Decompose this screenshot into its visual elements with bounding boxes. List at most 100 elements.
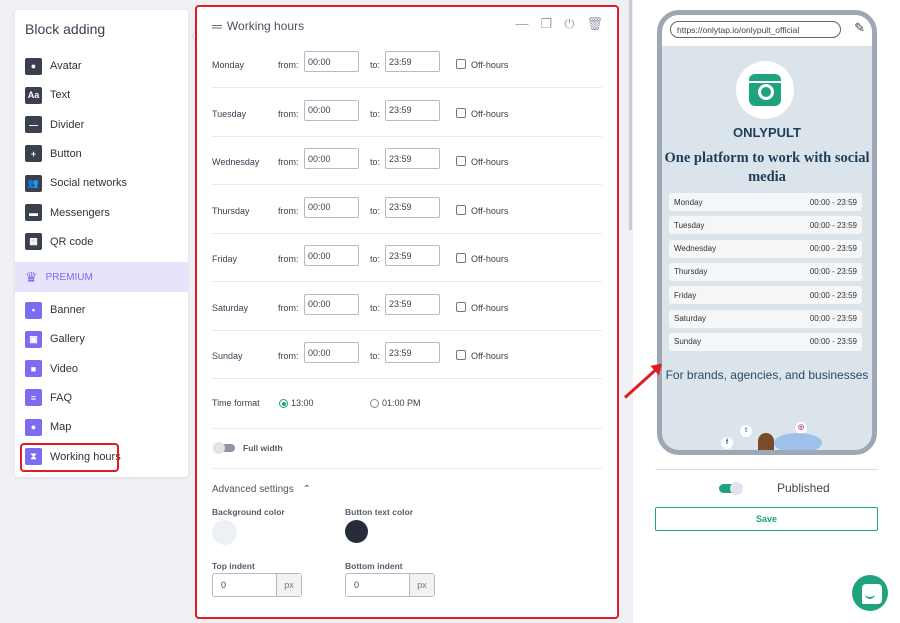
drag-handle-icon[interactable]: ═ <box>212 18 222 34</box>
block-item-users[interactable]: 👥 Social networks <box>25 172 127 194</box>
block-item-gallery[interactable]: ▣ Gallery <box>25 328 85 350</box>
scrollbar[interactable] <box>629 0 632 230</box>
block-adding-panel: Block adding ‹ ●AvatarAaText—Divider+But… <box>15 10 208 477</box>
btn-text-color-label: Button text color <box>345 507 413 517</box>
to-input[interactable] <box>385 342 440 363</box>
block-item-text[interactable]: Aa Text <box>25 84 70 106</box>
instagram-logo <box>736 61 794 119</box>
radio-24h[interactable]: 13:00 <box>279 398 314 409</box>
hours-row: Thursday 00:00 - 23:59 <box>669 262 862 281</box>
block-item-list[interactable]: ≡ FAQ <box>25 387 72 409</box>
facebook-icon: f <box>721 437 733 449</box>
to-input[interactable] <box>385 245 440 266</box>
day-label: Wednesday <box>212 157 260 167</box>
minimize-icon[interactable]: — <box>515 16 529 31</box>
block-title: ═ Working hours <box>212 18 304 34</box>
day-label: Saturday <box>212 302 249 313</box>
hours-row: Tuesday 00:00 - 23:59 <box>669 216 862 235</box>
block-item-hourglass[interactable]: ⧗ Working hours <box>25 446 121 468</box>
block-item-image[interactable]: ▪ Banner <box>25 299 85 321</box>
day-label: Monday <box>212 60 245 70</box>
btn-text-color-swatch[interactable] <box>345 520 368 543</box>
panel-title: Block adding <box>25 21 106 37</box>
from-input[interactable] <box>304 245 359 266</box>
to-input[interactable] <box>385 51 440 72</box>
hours-row: Wednesday 00:00 - 23:59 <box>669 239 862 258</box>
published-toggle[interactable]: Published <box>719 481 830 495</box>
working-hours-editor: ═ Working hours — ❐ ⏻ 🗑 Mondayfrom:to:Off… <box>195 5 619 619</box>
to-input[interactable] <box>385 293 440 315</box>
top-indent-label: Top indent <box>212 561 255 571</box>
button-icon: + <box>25 145 42 163</box>
to-input[interactable] <box>385 148 440 169</box>
from-input[interactable] <box>304 51 359 72</box>
trash-icon[interactable]: 🗑 <box>586 16 603 31</box>
block-title-text: Working hours <box>226 19 305 33</box>
from-input[interactable] <box>304 293 359 315</box>
map-pin-icon: ● <box>25 418 42 436</box>
copy-icon[interactable]: ❐ <box>540 16 553 31</box>
premium-label: PREMIUM <box>45 271 93 283</box>
hours-row: Saturday 00:00 - 23:59 <box>669 309 862 328</box>
hourglass-icon: ⧗ <box>25 448 42 465</box>
image-icon: ▪ <box>25 301 42 319</box>
day-label: Friday <box>212 254 238 264</box>
hours-row: Monday 00:00 - 23:59 <box>669 193 862 211</box>
day-label: Sunday <box>212 351 243 361</box>
day-label: Thursday <box>212 205 250 216</box>
top-indent-input[interactable]: 0 px <box>212 573 302 597</box>
radio-12h[interactable]: 01:00 PM <box>370 398 421 409</box>
block-item-chat[interactable]: ▬ Messengers <box>25 202 110 224</box>
off-hours-checkbox[interactable] <box>456 156 466 166</box>
url-field[interactable]: https://onlytap.io/onlypult_official <box>670 21 841 38</box>
off-hours-checkbox[interactable] <box>456 253 466 263</box>
to-input[interactable] <box>385 99 440 121</box>
users-icon: 👥 <box>25 174 42 192</box>
block-item-button[interactable]: + Button <box>25 143 82 165</box>
bg-color-label: Background color <box>212 507 285 517</box>
time-format-row: Time format 13:00 01:00 PM <box>212 398 602 446</box>
divider-icon: — <box>25 116 42 134</box>
chevron-up-icon: ⌃ <box>302 484 311 495</box>
crown-icon: ♛ <box>25 268 38 285</box>
illustration <box>774 433 822 450</box>
off-hours-checkbox[interactable] <box>456 107 466 118</box>
chat-icon: ▬ <box>25 204 42 221</box>
off-hours-checkbox[interactable] <box>456 301 466 312</box>
to-input[interactable] <box>385 196 440 218</box>
save-button[interactable]: Save <box>655 507 878 531</box>
video-icon: ■ <box>25 360 42 378</box>
pencil-icon[interactable]: ✎ <box>854 20 865 35</box>
full-width-toggle[interactable] <box>213 442 235 454</box>
power-icon[interactable]: ⏻ <box>564 16 575 31</box>
from-input[interactable] <box>304 196 359 218</box>
block-item-avatar[interactable]: ● Avatar <box>25 55 82 77</box>
off-hours-checkbox[interactable] <box>456 204 466 215</box>
twitter-icon: t <box>740 425 752 437</box>
chat-support-icon[interactable] <box>852 575 888 611</box>
list-icon: ≡ <box>25 389 42 407</box>
text-icon: Aa <box>25 86 42 104</box>
from-input[interactable] <box>304 342 359 363</box>
person-illustration <box>758 433 774 450</box>
from-input[interactable] <box>304 148 359 169</box>
preview-panel: https://onlytap.io/onlypult_official ✎ ON… <box>633 0 900 623</box>
phone-preview: https://onlytap.io/onlypult_official ✎ ON… <box>657 10 877 455</box>
hours-row: Friday 00:00 - 23:59 <box>669 286 862 305</box>
bg-color-swatch[interactable] <box>212 520 237 545</box>
hours-row: Sunday 00:00 - 23:59 <box>669 332 862 351</box>
block-item-divider[interactable]: — Divider <box>25 114 84 136</box>
block-item-map-pin[interactable]: ● Map <box>25 416 71 438</box>
off-hours-checkbox[interactable] <box>456 59 466 69</box>
off-hours-checkbox[interactable] <box>456 350 466 360</box>
bottom-indent-input[interactable]: 0 px <box>345 573 435 597</box>
block-item-video[interactable]: ■ Video <box>25 358 78 380</box>
block-item-qr[interactable]: ▦ QR code <box>25 231 93 253</box>
advanced-settings-toggle[interactable]: Advanced settings ⌃ <box>212 484 311 495</box>
from-input[interactable] <box>304 99 359 121</box>
